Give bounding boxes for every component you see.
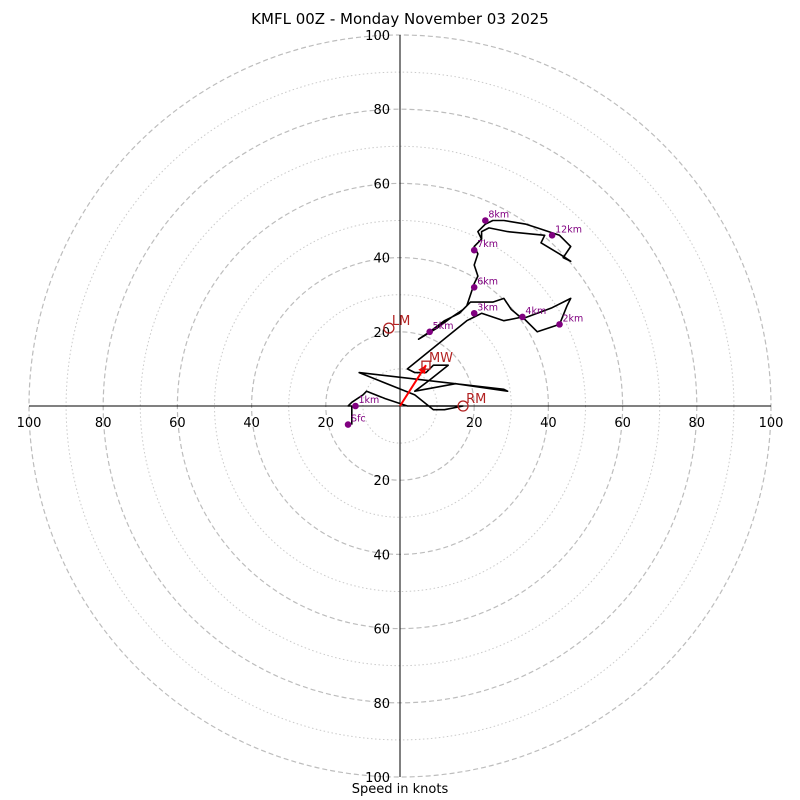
y-tick-label: 80 <box>373 697 390 712</box>
height-marker <box>470 246 478 254</box>
y-tick-label: 40 <box>373 252 390 267</box>
x-tick-label: 40 <box>243 416 260 431</box>
height-marker-label: 12km <box>555 224 582 235</box>
height-marker <box>556 321 563 328</box>
x-tick-label: 100 <box>759 416 784 431</box>
height-marker-label: 1km <box>358 395 379 406</box>
x-tick-label: 80 <box>689 416 706 431</box>
x-tick-label: 40 <box>540 416 557 431</box>
height-marker <box>426 328 433 336</box>
height-marker-label: 7km <box>477 239 498 250</box>
hodograph-line <box>347 219 572 425</box>
storm-motion-label: LM <box>392 314 410 329</box>
y-tick-label: 100 <box>365 29 390 44</box>
height-marker-label: 3km <box>477 302 498 313</box>
height-marker-label: Sfc <box>351 414 366 425</box>
chart-title: KMFL 00Z - Monday November 03 2025 <box>251 10 549 28</box>
x-tick-label: 100 <box>17 416 42 431</box>
storm-motion-label: RM <box>466 392 486 407</box>
y-tick-label: 60 <box>373 623 390 638</box>
height-marker <box>470 283 478 291</box>
height-marker-label: 5km <box>433 321 454 332</box>
height-marker-label: 4km <box>525 306 546 317</box>
x-tick-label: 20 <box>466 416 483 431</box>
y-tick-label: 80 <box>373 103 390 118</box>
height-marker <box>548 232 556 239</box>
height-marker <box>470 309 478 317</box>
height-marker <box>482 217 489 224</box>
y-tick-label: 60 <box>373 177 390 192</box>
height-marker <box>344 421 352 428</box>
x-tick-label: 20 <box>318 416 335 431</box>
storm-motion-marker <box>421 360 431 370</box>
y-tick-label: 40 <box>373 548 390 563</box>
mean-wind-vector <box>399 364 427 407</box>
x-axis-label: Speed in knots <box>351 782 449 797</box>
height-marker <box>352 402 359 410</box>
storm-motion-label: MW <box>429 351 453 366</box>
y-tick-label: 20 <box>373 326 390 341</box>
x-tick-label: 80 <box>95 416 112 431</box>
storm-motion-marker <box>457 400 469 412</box>
y-tick-label: 20 <box>373 474 390 489</box>
x-tick-label: 60 <box>614 416 631 431</box>
height-marker-label: 8km <box>488 210 509 221</box>
storm-motion-marker <box>383 322 395 334</box>
x-tick-label: 60 <box>169 416 186 431</box>
height-marker <box>519 313 526 321</box>
y-tick-label: 100 <box>365 771 390 786</box>
height-marker-label: 2km <box>563 313 584 324</box>
height-marker-label: 6km <box>477 276 498 287</box>
